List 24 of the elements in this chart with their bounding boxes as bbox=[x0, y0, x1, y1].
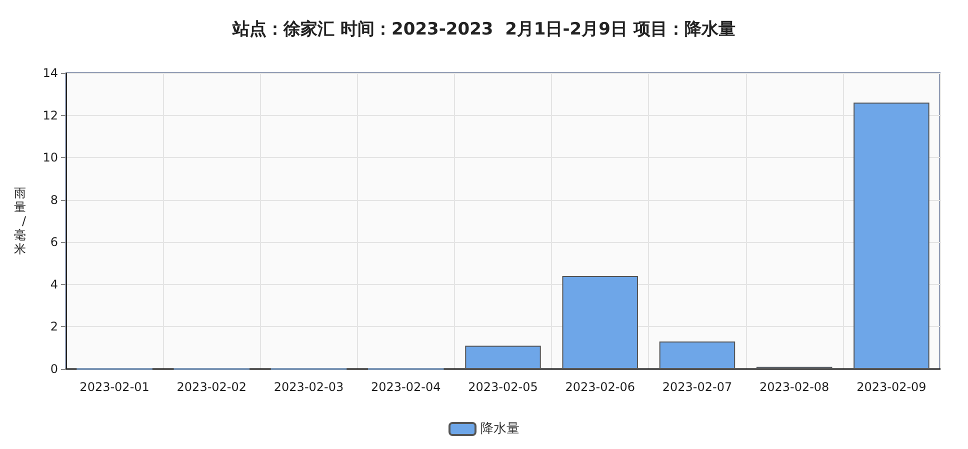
y-tick-label: 4 bbox=[50, 277, 58, 292]
y-axis-title: 雨量/毫米 bbox=[14, 186, 27, 256]
y-tick-label: 6 bbox=[50, 235, 58, 250]
y-tick-label: 12 bbox=[42, 108, 58, 122]
x-tick-label: 2023-02-07 bbox=[662, 380, 732, 394]
bar bbox=[465, 346, 541, 369]
bar bbox=[562, 276, 638, 369]
y-tick-label: 2 bbox=[50, 320, 58, 334]
bar bbox=[659, 342, 736, 369]
chart-title: 站点：徐家汇 时间：2023-2023 2月1日-2月9日 项目：降水量 bbox=[232, 20, 736, 40]
x-tick-label: 2023-02-01 bbox=[80, 380, 150, 394]
y-tick-label: 10 bbox=[42, 150, 58, 165]
bar bbox=[854, 102, 930, 369]
y-tick-label: 14 bbox=[42, 66, 58, 80]
legend-label: 降水量 bbox=[480, 422, 520, 436]
x-tick-label: 2023-02-06 bbox=[565, 380, 635, 394]
x-tick-label: 2023-02-03 bbox=[274, 380, 344, 394]
x-tick-label: 2023-02-09 bbox=[856, 380, 926, 394]
x-tick-label: 2023-02-04 bbox=[371, 380, 441, 394]
x-tick-label: 2023-02-08 bbox=[759, 380, 830, 394]
x-tick-label: 2023-02-02 bbox=[176, 380, 247, 394]
y-tick-label: 8 bbox=[50, 192, 58, 207]
x-tick-label: 2023-02-05 bbox=[468, 380, 538, 394]
y-tick-label: 0 bbox=[50, 362, 58, 376]
